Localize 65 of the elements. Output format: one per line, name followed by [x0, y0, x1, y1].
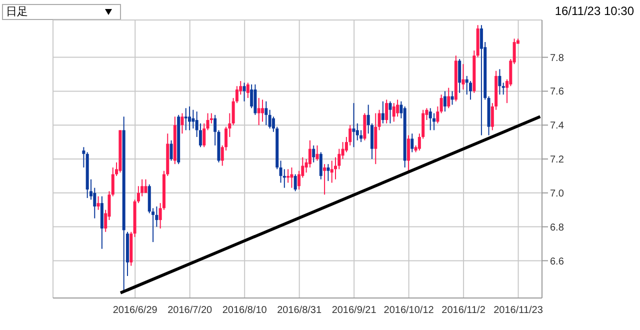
x-tick-label: 2016/11/2: [442, 305, 486, 316]
candlestick: [410, 133, 414, 153]
candlestick: [330, 160, 334, 184]
x-tick-label: 2016/9/21: [332, 305, 377, 316]
candlestick: [323, 164, 326, 196]
candlestick: [188, 106, 192, 131]
candlestick: [261, 99, 264, 122]
candlestick: [356, 122, 359, 141]
candlestick: [82, 146, 86, 168]
candlestick: [406, 134, 410, 172]
candlestick: [242, 82, 246, 102]
candlestick: [170, 140, 173, 162]
x-tick-label: 2016/8/10: [222, 305, 268, 316]
text: 16/11/23 10:30: [554, 4, 634, 18]
candlestick: [440, 94, 443, 114]
candlestick: [257, 97, 260, 126]
candlestick: [396, 99, 400, 118]
candlestick: [206, 112, 210, 131]
candlestick: [111, 166, 114, 197]
y-tick-label: 7.8: [550, 52, 564, 64]
candlestick: [202, 122, 206, 148]
candlestick: [316, 144, 319, 162]
candlestick: [381, 100, 384, 124]
candlestick: [462, 64, 465, 90]
candlestick: [392, 102, 396, 122]
candlestick: [184, 108, 188, 131]
x-tick-label: 2016/11/23: [494, 305, 544, 316]
candlestick: [363, 112, 366, 141]
candlestick: [246, 82, 250, 98]
candlestick: [374, 112, 378, 165]
candlestick: [436, 106, 440, 124]
text: 日足: [6, 6, 28, 18]
candlestick: [447, 87, 450, 109]
candlestick: [250, 84, 254, 109]
candlestick: [458, 58, 462, 94]
x-tick-label: 2016/6/29: [112, 305, 158, 316]
candlestick: [480, 24, 483, 136]
y-tick-label: 7.0: [550, 188, 564, 200]
candlestick: [294, 174, 297, 192]
x-tick-label: 2016/8/31: [277, 305, 322, 316]
y-tick-label: 6.8: [550, 222, 564, 234]
candlestick: [352, 102, 356, 148]
candlestick: [385, 99, 388, 124]
y-tick-label: 6.6: [550, 256, 564, 268]
candlestick: [254, 84, 257, 116]
candlestick: [264, 100, 268, 126]
candlestick: [443, 90, 446, 112]
candlestick: [326, 164, 330, 182]
candlestick: [498, 68, 502, 96]
candlestick: [286, 168, 290, 184]
x-tick-label: 2016/7/20: [168, 305, 213, 316]
y-tick-label: 7.6: [550, 86, 564, 98]
candlestick: [180, 112, 184, 134]
candlestick: [428, 108, 432, 131]
y-tick-label: 7.4: [550, 120, 564, 132]
candlestick: [268, 109, 272, 129]
candlestick: [319, 152, 322, 180]
candlestick: [388, 100, 392, 124]
candlestick: [144, 178, 148, 194]
candlestick: [96, 196, 100, 210]
candlestick: [378, 109, 381, 131]
candlestick: [502, 82, 505, 96]
candlestick: [312, 144, 316, 163]
y-tick-label: 7.2: [550, 154, 564, 166]
x-tick-label: 2016/10/12: [384, 305, 434, 316]
